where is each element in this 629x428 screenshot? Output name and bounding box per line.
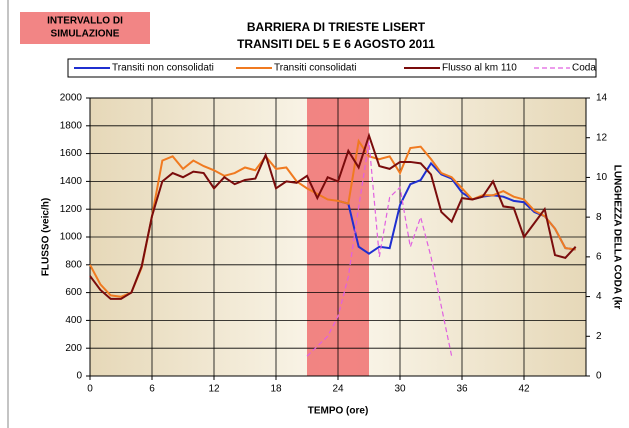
x-tick-label: 6: [149, 384, 155, 395]
y-tick-label: 1000: [60, 232, 83, 243]
x-tick-label: 18: [270, 384, 282, 395]
y2-tick-label: 12: [596, 132, 608, 143]
x-tick-label: 30: [394, 384, 406, 395]
y2-tick-label: 14: [596, 93, 608, 104]
y2-tick-label: 4: [596, 291, 602, 302]
legend-label: Coda: [572, 63, 596, 74]
series-line: [337, 161, 576, 255]
x-tick-label: 36: [456, 384, 468, 395]
highlight-label: INTERVALLO DI: [47, 16, 123, 27]
y-tick-label: 1600: [60, 148, 83, 159]
y-tick-label: 400: [65, 315, 82, 326]
y-tick-label: 800: [65, 259, 82, 270]
y-tick-label: 600: [65, 287, 82, 298]
y-tick-label: 2000: [60, 93, 83, 104]
x-axis-label: TEMPO (ore): [308, 406, 369, 417]
y2-tick-label: 10: [596, 172, 608, 183]
highlight-label-box: [20, 12, 150, 44]
y-tick-label: 1200: [60, 204, 83, 215]
plot-border: [89, 97, 587, 377]
x-tick-label: 24: [332, 384, 344, 395]
x-tick-label: 42: [518, 384, 530, 395]
x-tick-label: 0: [87, 384, 93, 395]
y-tick-label: 1800: [60, 120, 83, 131]
y2-tick-label: 6: [596, 251, 602, 262]
legend-label: Flusso al km 110: [442, 63, 517, 74]
chart-title: BARRIERA DI TRIESTE LISERT: [247, 20, 426, 34]
legend-label: Transiti consolidati: [274, 63, 356, 74]
chart-title: TRANSITI DEL 5 E 6 AGOSTO 2011: [237, 37, 435, 51]
y-tick-label: 0: [76, 371, 82, 382]
y-axis-label: FLUSSO (veic/h): [41, 198, 52, 276]
legend: [67, 58, 597, 78]
y2-axis-label: LUNGHEZZA DELLA CODA (kr: [611, 165, 622, 310]
y2-tick-label: 2: [596, 331, 602, 342]
legend-label: Transiti non consolidati: [112, 63, 214, 74]
y2-tick-label: 0: [596, 371, 602, 382]
highlight-label: SIMULAZIONE: [51, 29, 120, 40]
series-line: [89, 138, 576, 298]
y2-tick-label: 8: [596, 212, 602, 223]
series-line: [306, 141, 453, 357]
x-tick-label: 12: [208, 384, 220, 395]
y-tick-label: 200: [65, 343, 82, 354]
y-tick-label: 1400: [60, 176, 83, 187]
series-line: [89, 132, 577, 300]
